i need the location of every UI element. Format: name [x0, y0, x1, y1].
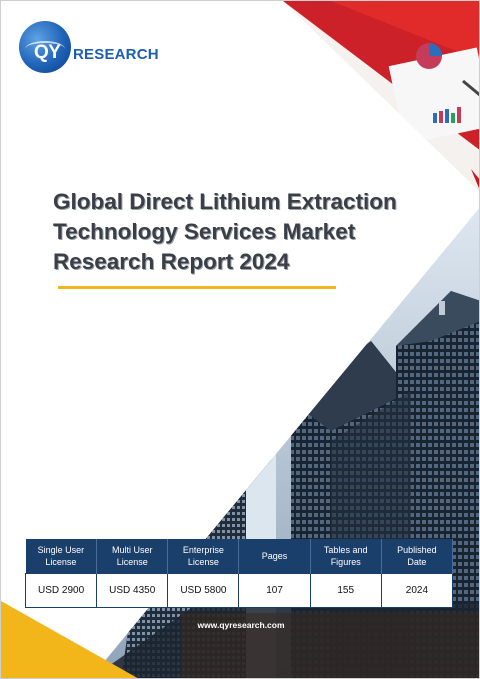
logo-qy-text: QY [34, 42, 61, 63]
report-title: Global Direct Lithium Extraction Technol… [53, 187, 413, 277]
logo-research-text: RESEARCH [73, 46, 159, 63]
header-published-date: Published Date [381, 539, 454, 574]
qyresearch-logo: QY RESEARCH [19, 21, 179, 73]
info-header-row: Single User License Multi User License Ent… [25, 539, 454, 574]
value-multi-user-price: USD 4350 [96, 573, 169, 608]
title-line-1: Global Direct Lithium Extraction [53, 189, 397, 214]
value-single-user-price: USD 2900 [24, 573, 98, 608]
website-link[interactable]: www.qyresearch.com [197, 620, 285, 630]
header-enterprise-license: Enterprise License [167, 539, 240, 574]
title-line-3: Research Report 2024 [53, 249, 290, 274]
value-tables-figures: 155 [309, 573, 382, 608]
header-pages: Pages [238, 539, 311, 574]
header-multi-user-license: Multi User License [96, 539, 169, 574]
title-underline [58, 286, 336, 289]
title-line-2: Technology Services Market [53, 219, 356, 244]
value-enterprise-price: USD 5800 [167, 573, 240, 608]
value-published-date: 2024 [380, 573, 454, 608]
info-value-row: USD 2900 USD 4350 USD 5800 107 155 2024 [24, 573, 454, 608]
yellow-corner-accent [1, 601, 138, 678]
globe-icon [19, 21, 71, 73]
value-pages: 107 [238, 573, 311, 608]
header-tables-and-figures: Tables and Figures [310, 539, 382, 574]
report-info-table: Single User License Multi User License Ent… [24, 539, 454, 608]
header-single-user-license: Single User License [25, 539, 98, 574]
top-corner-image [283, 1, 479, 193]
